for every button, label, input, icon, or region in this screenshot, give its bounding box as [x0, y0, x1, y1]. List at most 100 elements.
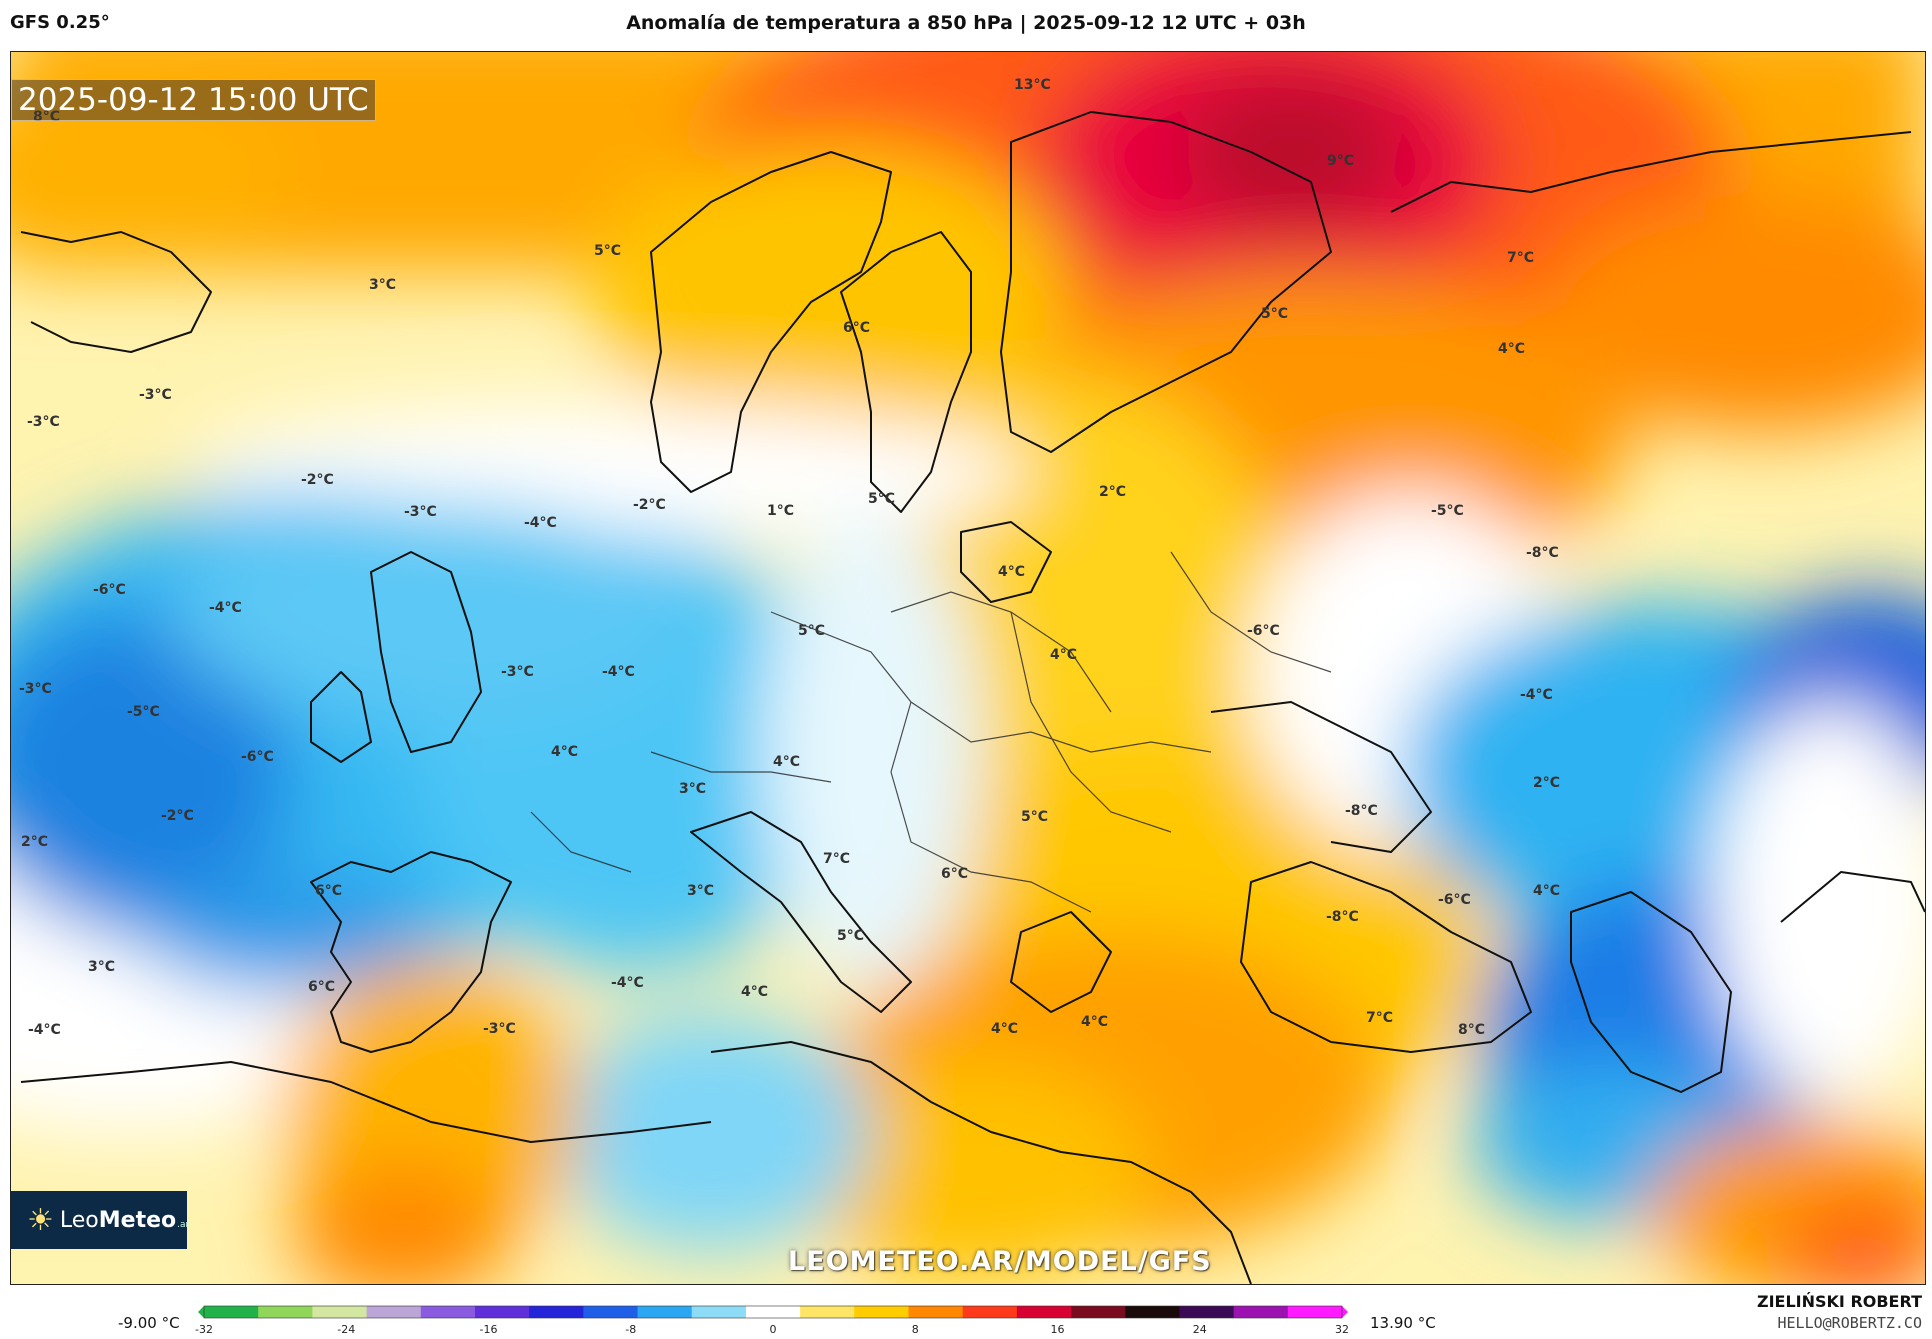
coastlines — [20, 111, 1925, 1284]
logo-wordmark: LeoMeteo — [59, 1207, 177, 1233]
temperature-label: 6°C — [941, 866, 968, 882]
colorbar-tick-label: -24 — [337, 1323, 356, 1336]
colorbar-tick-label: 0 — [769, 1323, 777, 1336]
temperature-label: -6°C — [241, 749, 274, 765]
temperature-label: 5°C — [594, 243, 621, 259]
logo-suffix: .ar — [177, 1220, 190, 1230]
colorbar-segment — [1016, 1306, 1072, 1318]
temperature-label: 4°C — [551, 744, 578, 760]
colorbar — [198, 1305, 1348, 1319]
colorbar-segment — [1125, 1306, 1180, 1318]
temperature-label: -6°C — [93, 582, 126, 598]
temperature-label: -4°C — [602, 664, 635, 680]
model-name: GFS 0.25° — [10, 12, 110, 33]
colorbar-segment — [420, 1306, 476, 1318]
colorbar-segment — [1233, 1306, 1289, 1318]
colorbar-segment — [312, 1306, 368, 1318]
temperature-labels: 8°C 13°C 9°C 5°C 3°C 6°C 7°C 5°C 4°C -3°C -3°C -2°C… — [19, 77, 1560, 1038]
colorbar-segment — [474, 1306, 530, 1318]
colorbar-tick-label: 24 — [1192, 1323, 1207, 1336]
temperature-label: -6°C — [1247, 623, 1280, 639]
colorbar-segment — [800, 1306, 855, 1318]
temperature-label: 7°C — [1507, 250, 1534, 266]
colorbar-segment — [637, 1306, 693, 1318]
temperature-label: 5°C — [1261, 306, 1288, 322]
temperature-label: -8°C — [1526, 545, 1559, 561]
temperature-label: 4°C — [1498, 341, 1525, 357]
temperature-label: 6°C — [315, 883, 342, 899]
temperature-label: -4°C — [524, 515, 557, 531]
temperature-label: 2°C — [1533, 775, 1560, 791]
map-watermark: LEOMETEO.AR/MODEL/GFS — [788, 1246, 1212, 1277]
temperature-label: 5°C — [868, 491, 895, 507]
colorbar-tick-label: 32 — [1335, 1323, 1349, 1336]
temperature-label: -5°C — [127, 704, 160, 720]
anomaly-shading — [11, 52, 1925, 1284]
temperature-label: -4°C — [1520, 687, 1553, 703]
temperature-label: 4°C — [998, 564, 1025, 580]
colorbar-frame — [203, 1305, 1343, 1319]
leometeo-logo: ☀ LeoMeteo .ar — [11, 1191, 190, 1249]
temperature-label: -3°C — [404, 504, 437, 520]
colorbar-tick-label: 8 — [911, 1323, 919, 1336]
colorbar-segment — [1179, 1306, 1235, 1318]
colorbar-extend-max — [1342, 1306, 1348, 1318]
temperature-label: 1°C — [767, 503, 794, 519]
temperature-label: 3°C — [369, 277, 396, 293]
temperature-label: 5°C — [1021, 809, 1048, 825]
temperature-label: 13°C — [1014, 77, 1051, 93]
temperature-label: 6°C — [843, 320, 870, 336]
temperature-label: 3°C — [687, 883, 714, 899]
colorbar-segment — [204, 1306, 259, 1318]
temperature-label: 4°C — [1533, 883, 1560, 899]
temperature-label: -4°C — [611, 975, 644, 991]
colorbar-segment — [962, 1306, 1018, 1318]
temperature-label: 5°C — [837, 928, 864, 944]
colorbar-segment — [1287, 1306, 1343, 1318]
colorbar-segment — [691, 1306, 747, 1318]
temperature-label: 7°C — [823, 851, 850, 867]
colorbar-segment — [258, 1306, 313, 1318]
anomaly-map[interactable]: 8°C 13°C 9°C 5°C 3°C 6°C 7°C 5°C 4°C -3°C -3°C -2°C… — [10, 51, 1926, 1285]
colorbar-segment — [854, 1306, 909, 1318]
colorbar-tick-label: -8 — [625, 1323, 637, 1336]
temperature-label: 6°C — [308, 979, 335, 995]
colorbar-min-label: -9.00 °C — [118, 1314, 180, 1332]
temperature-label: 7°C — [1366, 1010, 1393, 1026]
colorbar-segment — [583, 1306, 639, 1318]
colorbar-segment — [908, 1306, 964, 1318]
temperature-label: -3°C — [27, 414, 60, 430]
temperature-label: 4°C — [1050, 647, 1077, 663]
author-name: ZIELIŃSKI ROBERT — [1756, 1292, 1922, 1311]
anomaly-field: 8°C 13°C 9°C 5°C 3°C 6°C 7°C 5°C 4°C -3°C -3°C -2°C… — [11, 52, 1925, 1284]
borders — [530, 551, 1332, 913]
temperature-label: 3°C — [679, 781, 706, 797]
temperature-label: -6°C — [1438, 892, 1471, 908]
temperature-label: 4°C — [741, 984, 768, 1000]
temperature-label: 8°C — [1458, 1022, 1485, 1038]
author-email: HELLO@ROBERTZ.CO — [1777, 1314, 1923, 1332]
temperature-label: -4°C — [209, 600, 242, 616]
map-title: Anomalía de temperatura a 850 hPa | 2025… — [626, 12, 1306, 34]
temperature-label: 5°C — [798, 623, 825, 639]
colorbar-segment — [529, 1306, 584, 1318]
colorbar-ticks: -32 -24 -16 -8 0 8 16 24 32 — [195, 1323, 1349, 1339]
temperature-label: -4°C — [28, 1022, 61, 1038]
colorbar-max-label: 13.90 °C — [1370, 1314, 1436, 1332]
temperature-label: -3°C — [501, 664, 534, 680]
colorbar-tick-label: -32 — [195, 1323, 213, 1336]
colorbar-extend-min — [198, 1306, 204, 1318]
temperature-label: 2°C — [21, 834, 48, 850]
temperature-label: -2°C — [301, 472, 334, 488]
temperature-label: -3°C — [139, 387, 172, 403]
temperature-label: 9°C — [1327, 153, 1354, 169]
temperature-label: -8°C — [1345, 803, 1378, 819]
sun-icon: ☀ — [27, 1202, 54, 1238]
temperature-label: -3°C — [483, 1021, 516, 1037]
temperature-label: -3°C — [19, 681, 52, 697]
temperature-label: 4°C — [1081, 1014, 1108, 1030]
colorbar-segment — [745, 1306, 801, 1318]
temperature-label: -2°C — [161, 808, 194, 824]
valid-time-stamp: 2025-09-12 15:00 UTC — [11, 79, 376, 121]
temperature-label: 4°C — [773, 754, 800, 770]
